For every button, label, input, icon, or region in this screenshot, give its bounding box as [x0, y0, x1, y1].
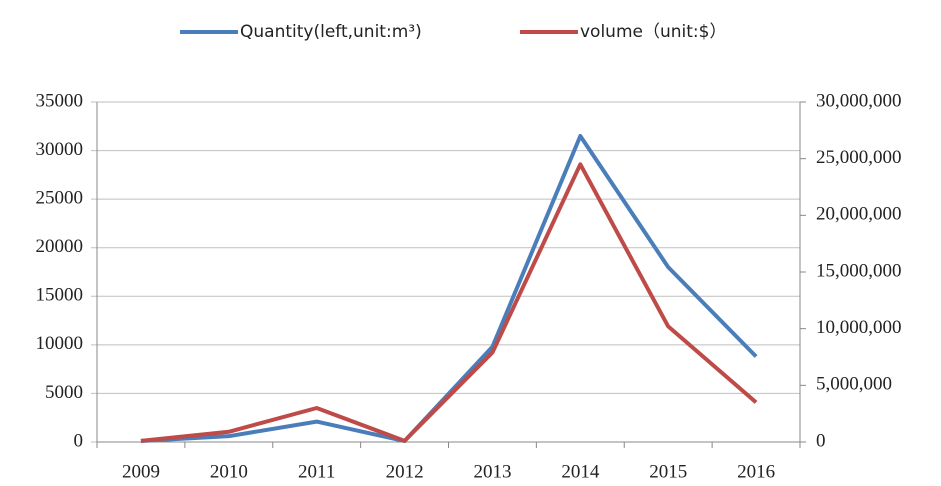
y-tick-label: 5000 — [45, 382, 83, 403]
y-tick-label: 20000 — [36, 236, 84, 257]
y2-tick-label: 10,000,000 — [816, 317, 902, 338]
y-tick-label: 10000 — [36, 333, 84, 354]
y2-tick-label: 25,000,000 — [816, 147, 902, 168]
x-tick-label: 2015 — [649, 461, 687, 482]
legend-label: volume（unit:$） — [580, 22, 726, 42]
x-tick-label: 2010 — [210, 461, 248, 482]
x-tick-label: 2016 — [737, 461, 775, 482]
y2-tick-label: 15,000,000 — [816, 260, 902, 281]
y-tick-label: 35000 — [36, 90, 84, 111]
y-tick-label: 0 — [74, 430, 84, 451]
x-tick-label: 2011 — [298, 461, 335, 482]
y-tick-label: 25000 — [36, 188, 84, 209]
y2-tick-label: 30,000,000 — [816, 90, 902, 111]
x-tick-label: 2014 — [561, 461, 600, 482]
series-line — [140, 162, 758, 443]
y2-tick-label: 20,000,000 — [816, 204, 902, 225]
y-tick-label: 30000 — [36, 139, 84, 160]
x-tick-label: 2009 — [122, 461, 160, 482]
y2-tick-label: 0 — [816, 430, 826, 451]
y2-tick-label: 5,000,000 — [816, 374, 892, 395]
x-tick-label: 2013 — [473, 461, 511, 482]
y-tick-label: 15000 — [36, 285, 84, 306]
x-tick-label: 2012 — [386, 461, 424, 482]
legend-label: Quantity(left,unit:m³) — [240, 22, 422, 42]
